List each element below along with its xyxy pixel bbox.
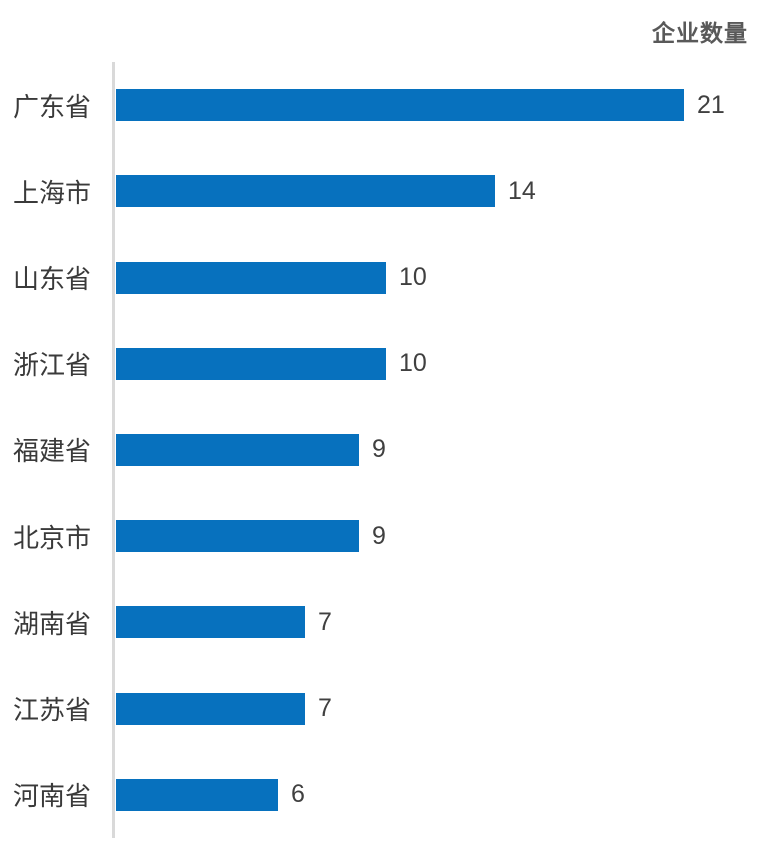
bar-track: 6 <box>112 752 772 838</box>
bar-track: 21 <box>112 62 772 148</box>
bar-row: 北京市 9 <box>0 493 772 579</box>
bar <box>116 692 305 725</box>
category-label: 山东省 <box>13 265 92 295</box>
bar-row: 河南省 6 <box>0 752 772 838</box>
category-label: 广东省 <box>13 92 92 122</box>
category-label: 福建省 <box>13 437 92 467</box>
chart-title: 企业数量 <box>652 20 748 46</box>
plot-area: 广东省 21 上海市 14 山东省 10 浙江省 10 福建省 9 北京市 9 湖南省 7 江苏省 7 河南省 6 <box>0 62 772 838</box>
value-label: 9 <box>372 521 386 550</box>
value-label: 14 <box>508 176 536 205</box>
bar <box>116 89 684 122</box>
value-label: 10 <box>399 263 427 292</box>
bar-row: 福建省 9 <box>0 407 772 493</box>
category-label: 江苏省 <box>13 696 92 726</box>
bar <box>116 347 386 380</box>
bar-track: 10 <box>112 234 772 320</box>
bar <box>116 606 305 639</box>
value-label: 9 <box>372 435 386 464</box>
value-label: 10 <box>399 349 427 378</box>
category-label: 湖南省 <box>13 609 92 639</box>
bar-rows: 广东省 21 上海市 14 山东省 10 浙江省 10 福建省 9 北京市 9 湖南省 7 江苏省 7 河南省 6 <box>0 62 772 838</box>
category-label: 北京市 <box>13 523 92 553</box>
category-label: 上海市 <box>13 178 92 208</box>
bar-track: 9 <box>112 493 772 579</box>
bar <box>116 261 386 294</box>
bar-row: 山东省 10 <box>0 234 772 320</box>
bar-row: 江苏省 7 <box>0 666 772 752</box>
value-label: 7 <box>318 607 332 636</box>
category-label: 浙江省 <box>13 351 92 381</box>
bar-row: 上海市 14 <box>0 148 772 234</box>
bar-track: 7 <box>112 579 772 665</box>
bar-row: 湖南省 7 <box>0 579 772 665</box>
bar <box>116 520 359 553</box>
bar <box>116 433 359 466</box>
bar-track: 7 <box>112 666 772 752</box>
bar <box>116 778 278 811</box>
y-axis-line <box>112 62 115 838</box>
category-label: 河南省 <box>13 782 92 812</box>
bar <box>116 175 495 208</box>
value-label: 7 <box>318 694 332 723</box>
value-label: 21 <box>697 90 725 119</box>
bar-row: 广东省 21 <box>0 62 772 148</box>
value-label: 6 <box>291 780 305 809</box>
bar-row: 浙江省 10 <box>0 321 772 407</box>
bar-track: 10 <box>112 321 772 407</box>
bar-track: 14 <box>112 148 772 234</box>
bar-track: 9 <box>112 407 772 493</box>
